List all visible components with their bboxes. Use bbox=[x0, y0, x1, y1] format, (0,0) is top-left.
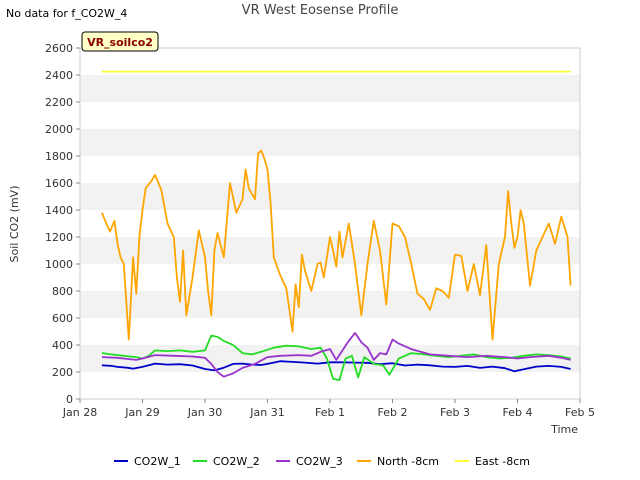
y-tick-label: 1800 bbox=[45, 150, 73, 163]
y-tick-label: 400 bbox=[52, 339, 73, 352]
series-line-co2w-3 bbox=[101, 331, 571, 378]
plot-band bbox=[80, 102, 580, 129]
y-axis-label: Soil CO2 (mV) bbox=[8, 186, 21, 263]
x-tick-label: Feb 2 bbox=[378, 406, 408, 419]
y-tick-label: 0 bbox=[66, 393, 73, 406]
series-line-north-8cm bbox=[101, 149, 572, 341]
plot-band bbox=[80, 129, 580, 156]
x-tick-label: Feb 4 bbox=[503, 406, 533, 419]
x-tick-label: Feb 1 bbox=[315, 406, 345, 419]
legend-label: CO2W_1 bbox=[134, 455, 181, 468]
y-tick-label: 1600 bbox=[45, 177, 73, 190]
legend-label: East -8cm bbox=[475, 455, 530, 468]
y-tick-label: 800 bbox=[52, 285, 73, 298]
x-tick-label: Jan 30 bbox=[187, 406, 222, 419]
x-tick-label: Jan 28 bbox=[62, 406, 97, 419]
x-tick-label: Jan 31 bbox=[249, 406, 284, 419]
plot-band bbox=[80, 183, 580, 210]
y-tick-label: 600 bbox=[52, 312, 73, 325]
x-axis-label: Time bbox=[550, 423, 578, 436]
legend-label: North -8cm bbox=[377, 455, 439, 468]
plot-band bbox=[80, 318, 580, 345]
chart-legend: CO2W_1 CO2W_2 CO2W_3 North -8cm East -8cm bbox=[114, 455, 530, 468]
y-tick-label: 1000 bbox=[45, 258, 73, 271]
series-badge-label: VR_soilco2 bbox=[87, 36, 153, 49]
y-tick-label: 2400 bbox=[45, 69, 73, 82]
x-axis-ticks: Jan 28 Jan 29 Jan 30 Jan 31 Feb 1 Feb 2 Feb 3 F… bbox=[62, 399, 595, 419]
x-tick-label: Jan 29 bbox=[124, 406, 159, 419]
y-tick-label: 1400 bbox=[45, 204, 73, 217]
series-badge: VR_soilco2 bbox=[81, 31, 159, 52]
y-tick-label: 2600 bbox=[45, 42, 73, 55]
plot-band bbox=[80, 75, 580, 102]
series-line-co2w-2 bbox=[101, 334, 571, 382]
legend-label: CO2W_2 bbox=[213, 455, 260, 468]
series-line-co2w-1 bbox=[101, 360, 571, 373]
y-axis-ticks: 0 200 400 600 800 1000 1200 1400 1600 1800 2000 220… bbox=[45, 42, 80, 406]
y-tick-label: 200 bbox=[52, 366, 73, 379]
series-lines bbox=[101, 70, 572, 382]
plot-band bbox=[80, 264, 580, 291]
plot-band bbox=[80, 291, 580, 318]
legend-label: CO2W_3 bbox=[296, 455, 343, 468]
x-tick-label: Feb 3 bbox=[440, 406, 470, 419]
y-tick-label: 2000 bbox=[45, 123, 73, 136]
series-badge-box bbox=[81, 31, 159, 52]
no-data-notice: No data for f_CO2W_4 bbox=[6, 7, 128, 20]
plot-band bbox=[80, 156, 580, 183]
chart-title: VR West Eosense Profile bbox=[241, 3, 399, 18]
plot-band bbox=[80, 372, 580, 399]
plot-band bbox=[80, 48, 580, 75]
x-tick-label: Feb 5 bbox=[565, 406, 595, 419]
y-tick-label: 1200 bbox=[45, 231, 73, 244]
plot-band bbox=[80, 210, 580, 237]
y-tick-label: 2200 bbox=[45, 96, 73, 109]
plot-bands bbox=[80, 48, 580, 399]
